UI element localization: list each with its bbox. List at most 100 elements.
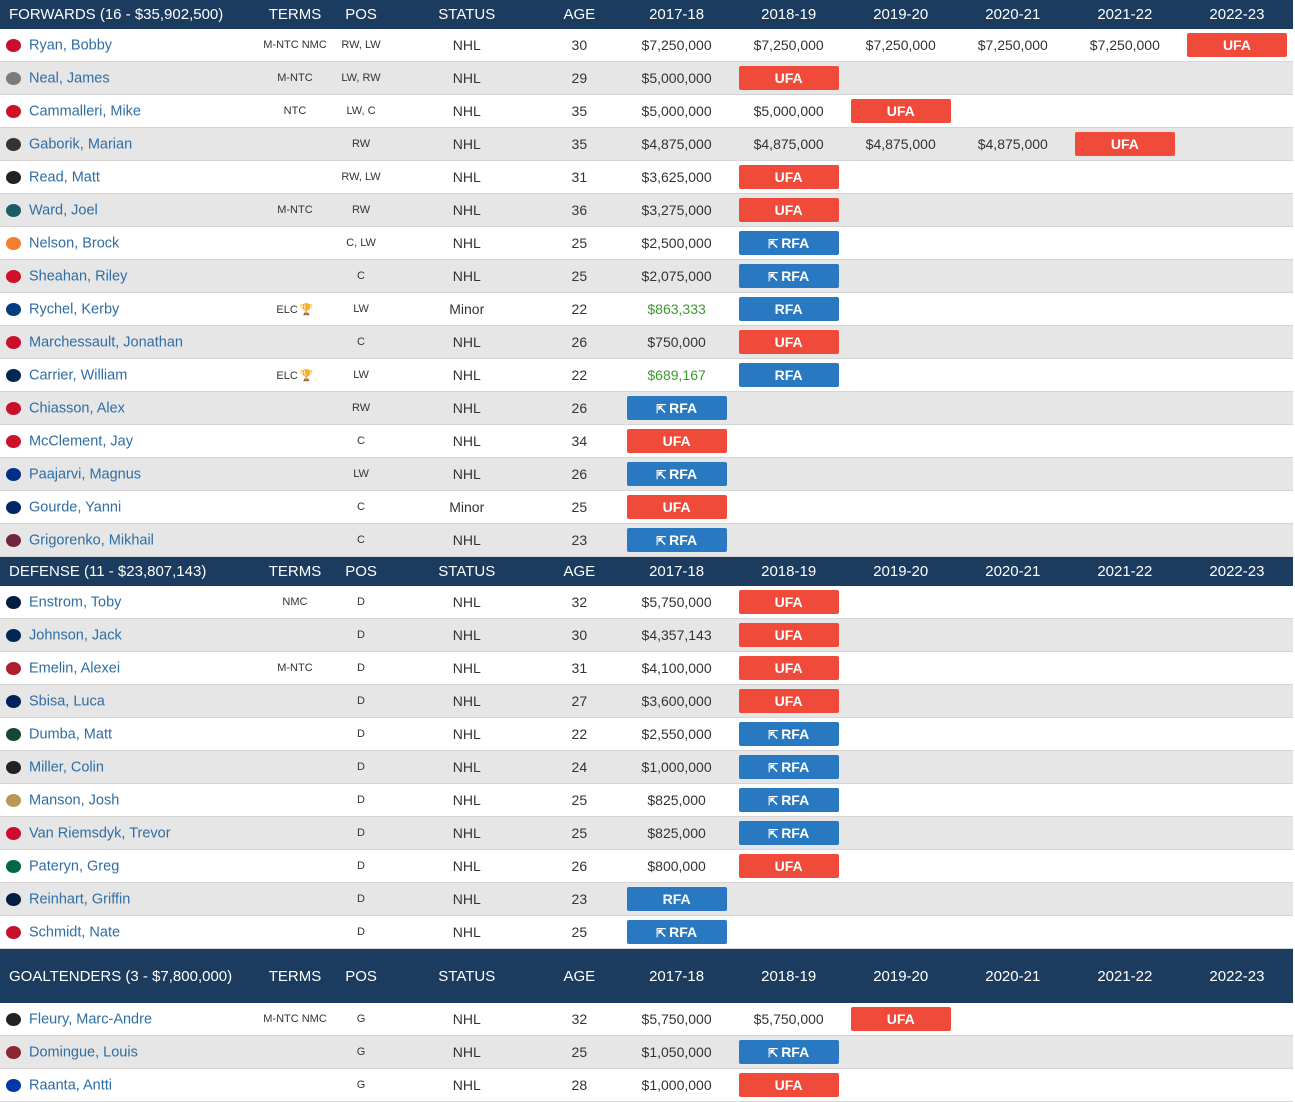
player-name-link[interactable]: Sheahan, Riley bbox=[29, 268, 128, 285]
column-header[interactable]: STATUS bbox=[395, 948, 539, 1003]
player-name-link[interactable]: Sbisa, Luca bbox=[29, 693, 105, 710]
ufa-badge[interactable]: UFA bbox=[1186, 33, 1287, 57]
ufa-badge[interactable]: UFA bbox=[738, 854, 839, 878]
rfa-badge[interactable]: ⇱ RFA bbox=[626, 528, 727, 552]
player-name-link[interactable]: Van Riemsdyk, Trevor bbox=[29, 825, 171, 842]
column-header[interactable]: STATUS bbox=[395, 556, 539, 586]
column-header[interactable]: 2022-23 bbox=[1180, 556, 1293, 586]
player-name-link[interactable]: Enstrom, Toby bbox=[29, 594, 122, 611]
player-name-link[interactable]: Nelson, Brock bbox=[29, 235, 120, 252]
column-header[interactable]: 2022-23 bbox=[1180, 948, 1293, 1003]
column-header[interactable]: POS bbox=[326, 0, 396, 29]
player-name-link[interactable]: Reinhart, Griffin bbox=[29, 891, 131, 908]
column-header[interactable]: AGE bbox=[538, 0, 621, 29]
column-header[interactable]: 2021-22 bbox=[1068, 556, 1181, 586]
rfa-badge[interactable]: ⇱ RFA bbox=[738, 264, 839, 288]
rfa-badge[interactable]: ⇱ RFA bbox=[738, 1040, 839, 1064]
section-title[interactable]: FORWARDS (16 - $35,902,500) bbox=[0, 0, 264, 29]
column-header[interactable]: POS bbox=[326, 948, 396, 1003]
ufa-badge[interactable]: UFA bbox=[738, 689, 839, 713]
ufa-badge[interactable]: UFA bbox=[850, 99, 951, 123]
column-header[interactable]: STATUS bbox=[395, 0, 539, 29]
column-header[interactable]: TERMS bbox=[263, 0, 327, 29]
column-header[interactable]: AGE bbox=[538, 556, 621, 586]
player-row: Read, Matt RW, LW NHL 31 $3,625,000 UFA bbox=[0, 160, 1293, 194]
ufa-badge[interactable]: UFA bbox=[738, 623, 839, 647]
rfa-badge[interactable]: ⇱ RFA bbox=[626, 396, 727, 420]
player-name-link[interactable]: Raanta, Antti bbox=[29, 1077, 113, 1094]
player-name-link[interactable]: Fleury, Marc-Andre bbox=[29, 1011, 153, 1028]
ufa-badge[interactable]: UFA bbox=[738, 330, 839, 354]
rfa-badge[interactable]: RFA bbox=[738, 297, 839, 321]
column-header[interactable]: 2018-19 bbox=[732, 556, 845, 586]
column-header[interactable]: 2020-21 bbox=[956, 0, 1069, 29]
rfa-badge[interactable]: ⇱ RFA bbox=[738, 788, 839, 812]
rfa-badge[interactable]: ⇱ RFA bbox=[738, 821, 839, 845]
salary-cell: $5,000,000 bbox=[620, 94, 733, 128]
player-name-link[interactable]: Emelin, Alexei bbox=[29, 660, 121, 677]
terms-cell bbox=[263, 1035, 327, 1069]
column-header[interactable]: 2020-21 bbox=[956, 948, 1069, 1003]
column-header[interactable]: 2017-18 bbox=[620, 556, 733, 586]
player-name-link[interactable]: Chiasson, Alex bbox=[29, 400, 125, 417]
player-name-link[interactable]: Ward, Joel bbox=[29, 202, 98, 219]
column-header[interactable]: 2019-20 bbox=[844, 556, 957, 586]
rfa-badge[interactable]: ⇱ RFA bbox=[738, 231, 839, 255]
column-header[interactable]: 2021-22 bbox=[1068, 0, 1181, 29]
player-name-link[interactable]: Marchessault, Jonathan bbox=[29, 334, 183, 351]
ufa-badge[interactable]: UFA bbox=[850, 1007, 951, 1031]
terms-text: NTC bbox=[283, 105, 307, 117]
ufa-badge[interactable]: UFA bbox=[626, 429, 727, 453]
player-name-link[interactable]: Schmidt, Nate bbox=[29, 924, 121, 941]
column-header[interactable]: POS bbox=[326, 556, 396, 586]
ufa-badge[interactable]: UFA bbox=[738, 198, 839, 222]
player-name-link[interactable]: Grigorenko, Mikhail bbox=[29, 532, 154, 549]
player-name-link[interactable]: Cammalleri, Mike bbox=[29, 103, 141, 120]
player-name-link[interactable]: Dumba, Matt bbox=[29, 726, 112, 743]
salary-cell bbox=[732, 882, 845, 916]
player-name-link[interactable]: Domingue, Louis bbox=[29, 1044, 138, 1061]
player-name-link[interactable]: Ryan, Bobby bbox=[29, 37, 113, 54]
ufa-badge[interactable]: UFA bbox=[738, 165, 839, 189]
rfa-badge[interactable]: ⇱ RFA bbox=[738, 722, 839, 746]
section-title[interactable]: DEFENSE (11 - $23,807,143) bbox=[0, 556, 264, 586]
column-header[interactable]: 2019-20 bbox=[844, 0, 957, 29]
ufa-badge[interactable]: UFA bbox=[1074, 132, 1175, 156]
player-name-link[interactable]: Read, Matt bbox=[29, 169, 100, 186]
player-name-link[interactable]: Miller, Colin bbox=[29, 759, 104, 776]
player-name-link[interactable]: Neal, James bbox=[29, 70, 110, 87]
ufa-badge[interactable]: UFA bbox=[738, 656, 839, 680]
column-header[interactable]: TERMS bbox=[263, 948, 327, 1003]
column-header[interactable]: 2018-19 bbox=[732, 0, 845, 29]
column-header[interactable]: 2017-18 bbox=[620, 948, 733, 1003]
ufa-badge[interactable]: UFA bbox=[738, 66, 839, 90]
player-name-link[interactable]: McClement, Jay bbox=[29, 433, 133, 450]
player-name-link[interactable]: Rychel, Kerby bbox=[29, 301, 120, 318]
player-name-link[interactable]: Paajarvi, Magnus bbox=[29, 466, 142, 483]
rfa-badge[interactable]: RFA bbox=[626, 887, 727, 911]
ufa-badge[interactable]: UFA bbox=[738, 590, 839, 614]
player-name-link[interactable]: Pateryn, Greg bbox=[29, 858, 120, 875]
rfa-badge[interactable]: RFA bbox=[738, 363, 839, 387]
age-cell: 29 bbox=[538, 61, 621, 95]
rfa-badge[interactable]: ⇱ RFA bbox=[626, 462, 727, 486]
column-header[interactable]: 2018-19 bbox=[732, 948, 845, 1003]
rfa-badge[interactable]: ⇱ RFA bbox=[738, 755, 839, 779]
player-name-link[interactable]: Gaborik, Marian bbox=[29, 136, 133, 153]
badge-label: RFA bbox=[669, 532, 698, 548]
rfa-badge[interactable]: ⇱ RFA bbox=[626, 920, 727, 944]
player-name-link[interactable]: Johnson, Jack bbox=[29, 627, 122, 644]
column-header[interactable]: 2017-18 bbox=[620, 0, 733, 29]
column-header[interactable]: 2020-21 bbox=[956, 556, 1069, 586]
player-name-link[interactable]: Carrier, William bbox=[29, 367, 128, 384]
column-header[interactable]: 2021-22 bbox=[1068, 948, 1181, 1003]
ufa-badge[interactable]: UFA bbox=[626, 495, 727, 519]
column-header[interactable]: 2022-23 bbox=[1180, 0, 1293, 29]
section-title[interactable]: GOALTENDERS (3 - $7,800,000) bbox=[0, 948, 264, 1003]
player-name-link[interactable]: Manson, Josh bbox=[29, 792, 120, 809]
player-name-link[interactable]: Gourde, Yanni bbox=[29, 499, 122, 516]
column-header[interactable]: AGE bbox=[538, 948, 621, 1003]
column-header[interactable]: TERMS bbox=[263, 556, 327, 586]
column-header[interactable]: 2019-20 bbox=[844, 948, 957, 1003]
salary-cell: ⇱ RFA bbox=[732, 750, 845, 784]
